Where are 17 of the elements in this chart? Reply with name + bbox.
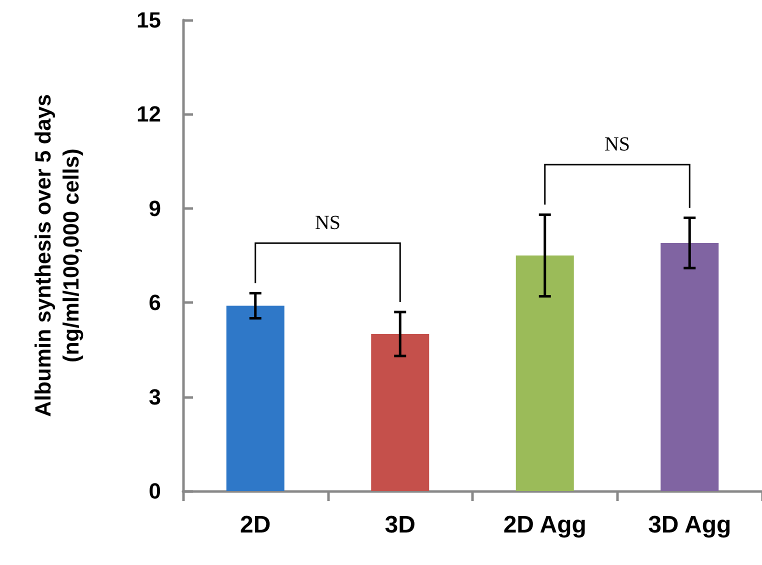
y-tick-label: 15: [136, 8, 161, 32]
y-tick-label: 3: [148, 384, 161, 410]
y-tick-label: 9: [148, 196, 161, 221]
x-tick-label: 2D: [240, 512, 271, 538]
annotation: NS: [314, 212, 341, 234]
y-tick-label: 0: [148, 478, 161, 504]
bar: [371, 334, 430, 491]
x-tick-label: 3D Agg: [648, 512, 732, 538]
y-axis-title: Albumin synthesis over 5 days (ng/ml/100,000 cells): [30, 94, 84, 417]
bar: [660, 242, 719, 491]
y-tick-label: 12: [136, 102, 161, 127]
x-tick-label: 2D Agg: [503, 512, 586, 538]
y-tick-label: 6: [148, 290, 161, 316]
bar: [226, 306, 284, 491]
annotation: NS: [604, 134, 630, 156]
x-tick-label: 3D: [384, 512, 416, 538]
bar: [516, 256, 574, 491]
